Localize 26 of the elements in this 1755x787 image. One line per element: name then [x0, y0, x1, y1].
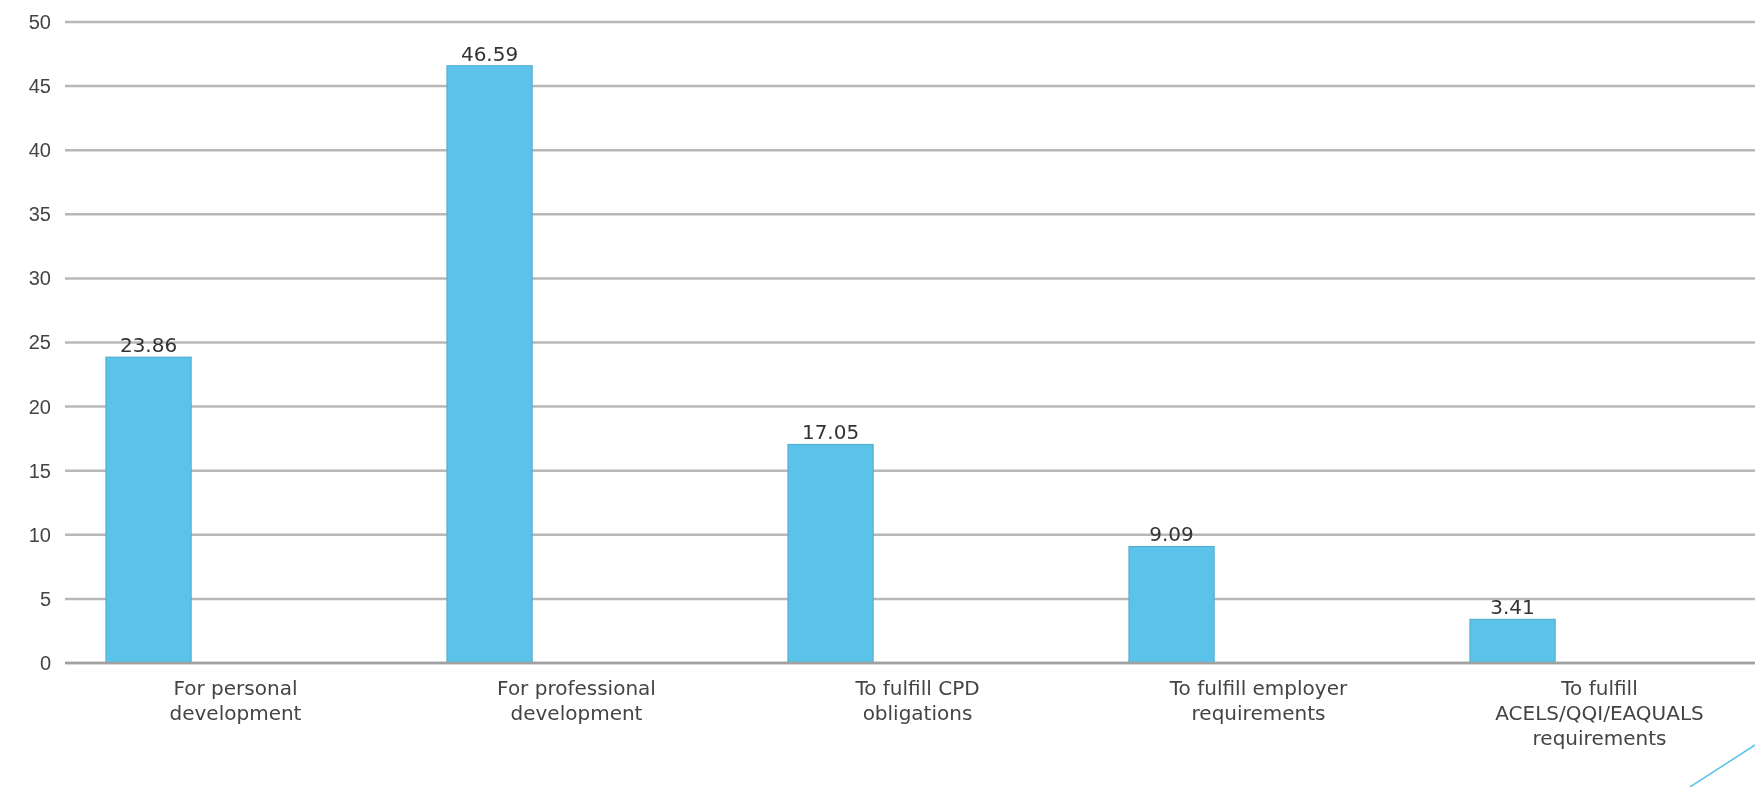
x-tick-label: To fulfill employer requirements [1168, 676, 1348, 725]
y-tick-label: 30 [28, 267, 51, 290]
y-tick-label: 5 [39, 587, 51, 610]
data-label: 23.86 [119, 333, 178, 358]
bar [787, 443, 874, 664]
y-tick-label: 25 [28, 331, 51, 354]
data-label: 46.59 [460, 41, 519, 66]
y-tick-label: 15 [28, 459, 51, 482]
y-tick-label: 50 [28, 10, 51, 33]
bar [1128, 545, 1215, 664]
y-tick-label: 0 [39, 651, 51, 674]
data-label: 9.09 [1149, 522, 1194, 547]
x-tick-label: For professional development [497, 676, 656, 725]
y-tick-label: 40 [28, 139, 51, 162]
x-tick-label: For personal development [169, 676, 302, 725]
bar [446, 65, 533, 664]
data-label: 3.41 [1490, 595, 1535, 620]
y-tick-label: 35 [28, 203, 51, 226]
y-tick-label: 45 [28, 75, 51, 97]
bar [105, 356, 192, 664]
x-tick-label: To fulfill ACELS/QQI/EAQUALS requirements [1495, 676, 1704, 750]
data-label: 17.05 [801, 420, 860, 445]
x-tick-label: To fulfill CPD obligations [854, 676, 980, 725]
bar [1469, 618, 1556, 664]
y-tick-label: 10 [28, 523, 51, 546]
y-tick-label: 20 [28, 395, 51, 418]
